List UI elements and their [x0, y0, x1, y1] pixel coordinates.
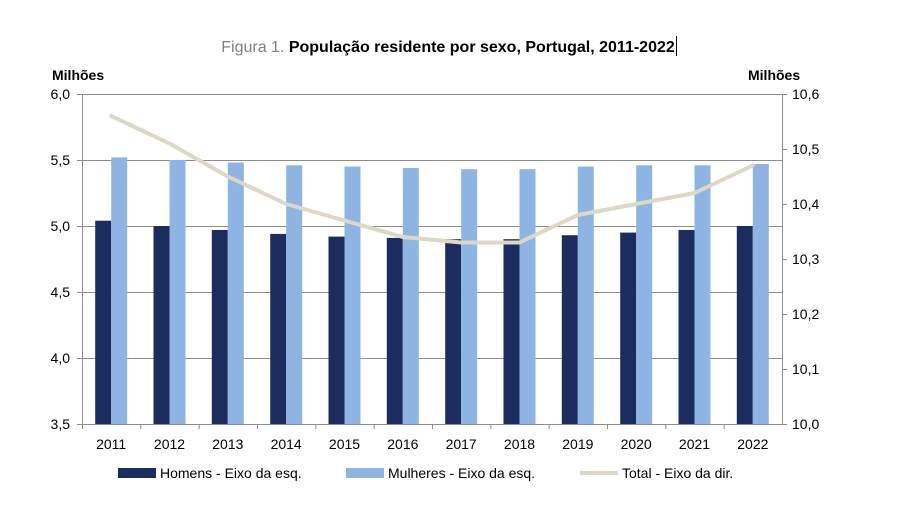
series-line-total	[109, 114, 755, 245]
bar-homens	[736, 226, 753, 424]
x-tick-label: 2012	[154, 436, 185, 452]
legend-swatch	[118, 468, 156, 478]
left-tick-label: 5,0	[51, 218, 71, 234]
bar-mulheres	[636, 165, 653, 425]
legend: Homens - Eixo da esq. Mulheres - Eixo da …	[118, 465, 733, 481]
right-tick-label: 10,4	[792, 196, 819, 212]
bar-mulheres	[402, 167, 419, 424]
bar-homens	[561, 235, 578, 424]
x-tick-label: 2022	[737, 436, 768, 452]
legend-label: Homens - Eixo da esq.	[160, 465, 302, 481]
x-tick-label: 2014	[271, 436, 302, 452]
right-tick-label: 10,1	[792, 361, 819, 377]
bar-mulheres	[286, 165, 303, 425]
x-tick-label: 2018	[504, 436, 535, 452]
left-axis-ticks: 3,5 4,0 4,5 5,0 5,5 6,0	[51, 86, 82, 432]
bar-homens	[153, 226, 170, 424]
bar-mulheres	[169, 160, 186, 424]
right-axis-unit-label: Milhões	[748, 67, 800, 83]
bar-homens	[620, 232, 637, 424]
x-tick-label: 2021	[679, 436, 710, 452]
right-tick-label: 10,0	[792, 416, 819, 432]
text-cursor	[675, 36, 677, 56]
bar-homens	[503, 239, 520, 424]
bar-homens	[386, 237, 403, 424]
x-axis-ticks: 2011 2012 2013 2014 2015 2016 2017 2018 2019 2020…	[82, 424, 769, 452]
right-tick-label: 10,5	[792, 141, 819, 157]
x-tick-label: 2017	[446, 436, 477, 452]
x-tick-label: 2011	[96, 436, 126, 452]
left-tick-label: 4,5	[51, 284, 71, 300]
title-main: População residente por sexo, Portugal, …	[288, 39, 675, 56]
chart-title: Figura 1. População residente por sexo, …	[0, 36, 898, 57]
legend-label: Mulheres - Eixo da esq.	[388, 465, 535, 481]
bar-mulheres	[519, 169, 536, 424]
bar-homens	[211, 230, 228, 424]
legend-swatch	[346, 468, 384, 478]
bar-group	[95, 157, 769, 425]
x-tick-label: 2016	[387, 436, 418, 452]
right-tick-label: 10,6	[792, 86, 819, 102]
x-tick-label: 2020	[621, 436, 652, 452]
bar-homens	[678, 230, 695, 424]
bar-mulheres	[111, 157, 128, 424]
bar-homens	[95, 220, 112, 424]
left-tick-label: 3,5	[51, 416, 71, 432]
left-axis-unit-label: Milhões	[52, 67, 104, 83]
gridlines	[82, 94, 782, 425]
right-axis-ticks: 10,0 10,1 10,2 10,3 10,4 10,5 10,6	[782, 86, 819, 432]
x-tick-label: 2019	[562, 436, 593, 452]
bar-mulheres	[461, 169, 478, 424]
line-group	[109, 114, 755, 245]
axes	[82, 94, 783, 425]
bar-mulheres	[227, 162, 244, 424]
bar-mulheres	[752, 164, 769, 424]
left-tick-label: 5,5	[51, 152, 71, 168]
left-tick-label: 4,0	[51, 350, 71, 366]
x-tick-label: 2015	[329, 436, 360, 452]
bar-homens	[270, 233, 287, 424]
legend-label: Total - Eixo da dir.	[622, 465, 733, 481]
bar-homens	[445, 239, 462, 424]
x-tick-label: 2013	[212, 436, 243, 452]
bar-mulheres	[694, 165, 711, 425]
bar-mulheres	[344, 166, 361, 424]
title-prefix: Figura 1.	[221, 39, 285, 56]
bar-mulheres	[577, 166, 594, 424]
bar-homens	[328, 236, 345, 424]
right-tick-label: 10,2	[792, 306, 819, 322]
right-tick-label: 10,3	[792, 251, 819, 267]
left-tick-label: 6,0	[51, 86, 71, 102]
